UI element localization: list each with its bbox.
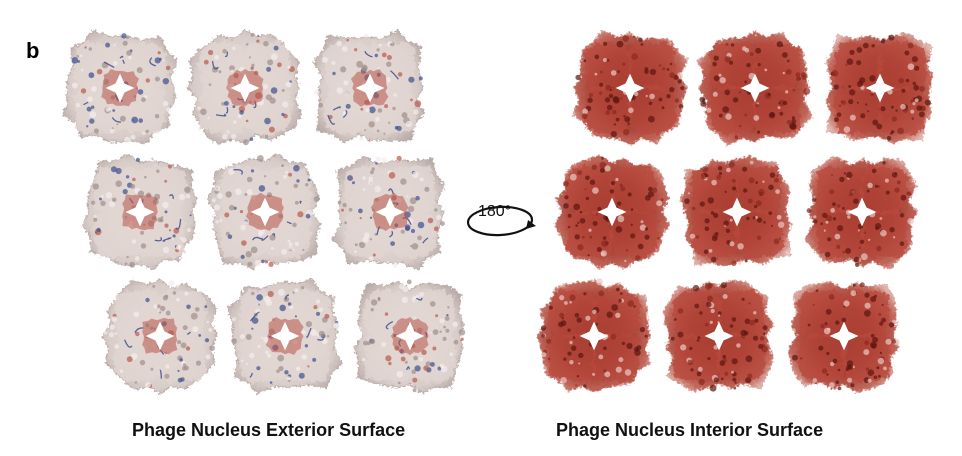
interior-lattice xyxy=(536,29,933,394)
exterior-lattice-tile xyxy=(353,279,466,395)
rotation-label: 180° xyxy=(478,203,512,220)
exterior-lattice-tile xyxy=(332,155,446,271)
interior-lattice-tile xyxy=(803,155,919,271)
interior-surface-caption: Phage Nucleus Interior Surface xyxy=(556,420,824,440)
exterior-lattice-tile xyxy=(101,278,219,395)
exterior-lattice-tile xyxy=(313,29,425,144)
panel-letter: b xyxy=(26,38,40,63)
exterior-lattice xyxy=(62,29,466,395)
interior-lattice-tile xyxy=(553,154,671,270)
interior-lattice-tile xyxy=(787,281,900,394)
interior-lattice-tile xyxy=(825,32,933,144)
exterior-lattice-tile xyxy=(226,278,343,395)
exterior-lattice-tile xyxy=(187,29,302,146)
rotation-arrow-icon xyxy=(466,205,536,237)
interior-lattice-tile xyxy=(680,155,792,268)
interior-lattice-tile xyxy=(536,278,652,394)
interior-lattice-tile xyxy=(662,280,775,392)
interior-lattice-tile xyxy=(572,29,689,146)
exterior-lattice-tile xyxy=(81,153,198,270)
exterior-lattice-tile xyxy=(62,29,179,145)
exterior-lattice-tile xyxy=(206,153,322,270)
exterior-surface-caption: Phage Nucleus Exterior Surface xyxy=(132,420,406,440)
interior-lattice-tile xyxy=(696,30,814,147)
